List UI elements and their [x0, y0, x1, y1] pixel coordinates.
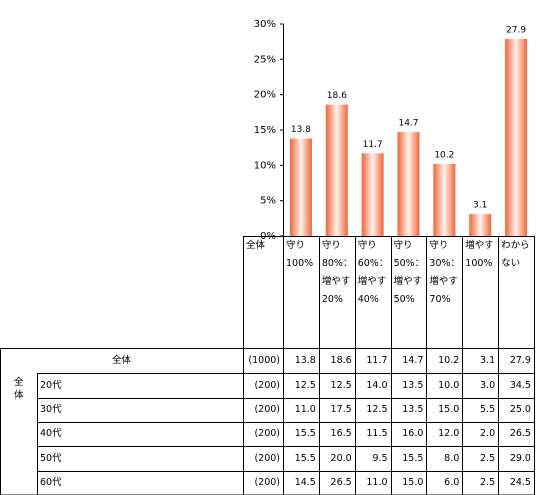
- row-label: 60代: [40, 477, 62, 488]
- cell-value: 12.5: [294, 380, 316, 391]
- cell-value: 11.7: [366, 355, 388, 366]
- cell-value: 25.0: [509, 404, 531, 415]
- cell-value: 13.8: [294, 355, 316, 366]
- row-n: (200): [254, 380, 280, 391]
- bar: [325, 104, 348, 236]
- cell-value: 34.5: [509, 380, 531, 391]
- category-label: 守り 50%： 増やす 50%: [393, 240, 425, 305]
- category-label: 守り 80%： 増やす 20%: [321, 240, 353, 305]
- row-n: (200): [254, 477, 280, 488]
- y-tick-label: 20%: [254, 90, 276, 101]
- bar: [361, 153, 384, 236]
- data-label: 11.7: [363, 140, 383, 150]
- cell-value: 26.5: [509, 428, 531, 439]
- cell-value: 14.0: [366, 380, 388, 391]
- cell-value: 15.5: [402, 453, 424, 464]
- bar: [397, 132, 420, 236]
- cell-value: 2.5: [480, 477, 496, 488]
- row-label: 40代: [40, 428, 62, 439]
- cell-value: 24.5: [509, 477, 531, 488]
- cell-value: 26.5: [330, 477, 352, 488]
- row-label: 50代: [40, 453, 62, 464]
- cell-value: 15.5: [294, 428, 316, 439]
- cell-value: 2.0: [480, 428, 496, 439]
- cell-value: 12.5: [330, 380, 352, 391]
- cell-value: 15.0: [402, 477, 424, 488]
- cell-value: 11.5: [366, 428, 388, 439]
- cell-value: 13.5: [402, 404, 424, 415]
- data-label: 14.7: [398, 119, 418, 129]
- cell-value: 3.1: [480, 355, 496, 366]
- y-tick-label: 10%: [254, 160, 276, 171]
- cell-value: 9.5: [372, 453, 388, 464]
- cell-value: 11.0: [294, 404, 316, 415]
- cell-value: 14.5: [294, 477, 316, 488]
- cell-value: 15.5: [294, 453, 316, 464]
- cell-value: 14.7: [402, 355, 424, 366]
- row-n: (200): [254, 453, 280, 464]
- row-label: 20代: [40, 380, 62, 391]
- bar: [433, 163, 456, 236]
- cell-value: 5.5: [480, 404, 496, 415]
- cell-value: 13.5: [402, 380, 424, 391]
- data-label: 18.6: [327, 91, 347, 101]
- cell-value: 16.5: [330, 428, 352, 439]
- cell-value: 6.0: [444, 477, 460, 488]
- cell-value: 10.0: [438, 380, 460, 391]
- category-label: 守り 30%： 増やす 70%: [429, 240, 461, 305]
- y-tick-label: 15%: [254, 125, 276, 136]
- y-tick-label: 30%: [254, 19, 276, 30]
- bar: [289, 138, 312, 236]
- data-label: 13.8: [291, 125, 311, 135]
- data-label: 10.2: [434, 150, 454, 160]
- cell-value: 17.5: [330, 404, 352, 415]
- group-label: 全体: [14, 377, 24, 401]
- cell-value: 15.0: [438, 404, 460, 415]
- cell-value: 8.0: [444, 453, 460, 464]
- cell-value: 29.0: [509, 453, 531, 464]
- category-label: 守り 60%： 増やす 40%: [357, 240, 389, 305]
- data-label: 3.1: [473, 201, 487, 211]
- cell-value: 2.5: [480, 453, 496, 464]
- cell-value: 12.0: [438, 428, 460, 439]
- row-label: 30代: [40, 404, 62, 415]
- category-label: 増やす 100%: [465, 240, 494, 269]
- bar: [505, 38, 528, 237]
- cell-value: 11.0: [366, 477, 388, 488]
- row-n: (1000): [248, 355, 280, 366]
- cell-value: 3.0: [480, 380, 496, 391]
- category-label: わから ない: [501, 240, 530, 269]
- category-label: 守り 100%: [286, 240, 314, 269]
- cell-value: 18.6: [330, 355, 352, 366]
- cell-value: 20.0: [330, 453, 352, 464]
- row-label: 全体: [111, 355, 131, 366]
- cell-value: 10.2: [438, 355, 460, 366]
- n-header: 全体: [246, 240, 266, 251]
- cell-value: 12.5: [366, 404, 388, 415]
- row-n: (200): [254, 404, 280, 415]
- data-label: 27.9: [506, 25, 526, 35]
- cell-value: 27.9: [509, 355, 531, 366]
- y-tick-label: 5%: [260, 196, 276, 207]
- y-tick-label: 25%: [254, 54, 276, 65]
- row-n: (200): [254, 428, 280, 439]
- bar: [469, 214, 492, 236]
- cell-value: 16.0: [402, 428, 424, 439]
